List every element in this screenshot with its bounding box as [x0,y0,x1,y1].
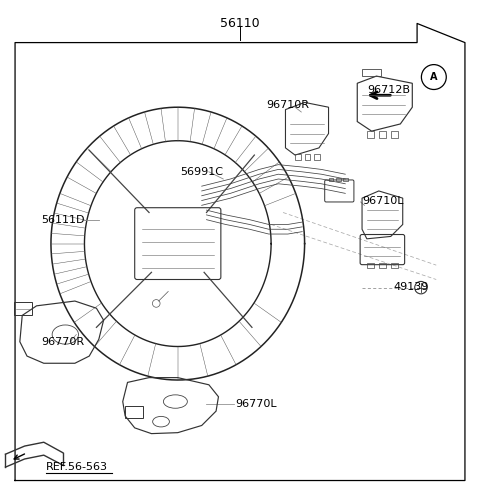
Text: 96710L: 96710L [362,195,404,206]
Text: 56111D: 56111D [41,215,85,225]
Text: 49139: 49139 [393,282,429,292]
Text: 96770R: 96770R [41,337,84,347]
Bar [328,178,333,182]
Bar [295,154,301,160]
Bar [14,302,32,315]
Text: 56110: 56110 [220,17,260,30]
Text: 96710R: 96710R [266,100,309,110]
Bar [305,154,311,160]
Bar [379,263,386,269]
Bar [391,263,398,269]
Bar [391,131,398,138]
Text: 56991C: 56991C [180,167,223,177]
Bar [336,178,340,182]
Bar [362,69,381,76]
Text: 96770L: 96770L [235,399,277,409]
Bar [379,131,386,138]
Bar [367,263,374,269]
Bar [367,131,374,138]
Bar [125,406,144,418]
Text: A: A [430,72,438,82]
Bar [343,178,348,182]
Bar [314,154,320,160]
Text: REF.56-563: REF.56-563 [46,462,108,472]
Text: 96712B: 96712B [367,86,410,95]
